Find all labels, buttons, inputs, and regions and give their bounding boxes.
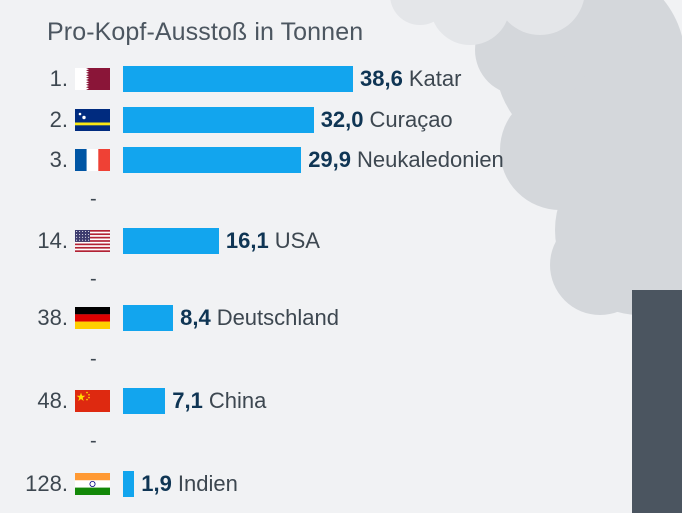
country-label: Curaçao bbox=[369, 107, 453, 132]
bar bbox=[123, 471, 135, 497]
rank-label: 48. bbox=[37, 388, 68, 413]
germany-flag-icon bbox=[75, 307, 110, 329]
value-label: 38,6 bbox=[360, 66, 403, 91]
rank-label: 1. bbox=[49, 66, 68, 91]
rank-label: 3. bbox=[49, 147, 68, 172]
bar-row: 14. 16,1 USA bbox=[0, 228, 600, 254]
bar-label: 16,1 USA bbox=[226, 228, 320, 254]
chart-title: Pro-Kopf-Ausstoß in Tonnen bbox=[47, 18, 364, 46]
usa-flag-icon bbox=[75, 230, 110, 252]
bar bbox=[123, 66, 353, 92]
value-label: 16,1 bbox=[225, 228, 269, 253]
bar-label: 38,6 Katar bbox=[360, 66, 461, 92]
rank-label: 2. bbox=[49, 107, 68, 132]
bar bbox=[123, 228, 219, 254]
gap-separator: - bbox=[90, 188, 97, 210]
country-label: Katar bbox=[408, 66, 462, 91]
bar-row: 48. 7,1 China bbox=[0, 388, 600, 414]
rank-label: 128. bbox=[25, 471, 68, 496]
bar-row: 128. 1,9 Indien bbox=[0, 471, 600, 497]
rank-label: 14. bbox=[37, 228, 68, 253]
gap-separator: - bbox=[90, 430, 97, 452]
bar bbox=[123, 388, 166, 414]
bar-row: 38. 8,4 Deutschland bbox=[0, 305, 600, 331]
bar-label: 7,1 China bbox=[172, 388, 266, 414]
gap-separator: - bbox=[90, 348, 97, 370]
bar-label: 8,4 Deutschland bbox=[180, 305, 339, 331]
value-label: 29,9 bbox=[308, 147, 352, 172]
value-label: 7,1 bbox=[172, 388, 203, 413]
country-label: Deutschland bbox=[216, 305, 339, 330]
bar-row: 1. 38,6 Katar bbox=[0, 66, 600, 92]
bar bbox=[123, 107, 314, 133]
country-label: China bbox=[208, 388, 267, 413]
country-label: Neukaledonien bbox=[357, 147, 504, 172]
rank-label: 38. bbox=[37, 305, 68, 330]
value-label: 32,0 bbox=[320, 107, 364, 132]
france-flag-icon bbox=[75, 149, 110, 171]
bar-row: 3. 29,9 Neukaledonien bbox=[0, 147, 600, 173]
bar-label: 29,9 Neukaledonien bbox=[308, 147, 504, 173]
gap-separator: - bbox=[90, 268, 97, 290]
bar bbox=[123, 147, 302, 173]
curacao-flag-icon bbox=[75, 109, 110, 131]
country-label: Indien bbox=[177, 471, 238, 496]
bar-row: 2. 32,0 Curaçao bbox=[0, 107, 600, 133]
india-flag-icon bbox=[75, 473, 110, 495]
value-label: 8,4 bbox=[180, 305, 211, 330]
country-label: USA bbox=[274, 228, 320, 253]
bar bbox=[123, 305, 174, 331]
bar-label: 32,0 Curaçao bbox=[321, 107, 453, 133]
value-label: 1,9 bbox=[141, 471, 172, 496]
qatar-flag-icon bbox=[75, 68, 110, 90]
bar-label: 1,9 Indien bbox=[141, 471, 238, 497]
china-flag-icon bbox=[75, 390, 110, 412]
